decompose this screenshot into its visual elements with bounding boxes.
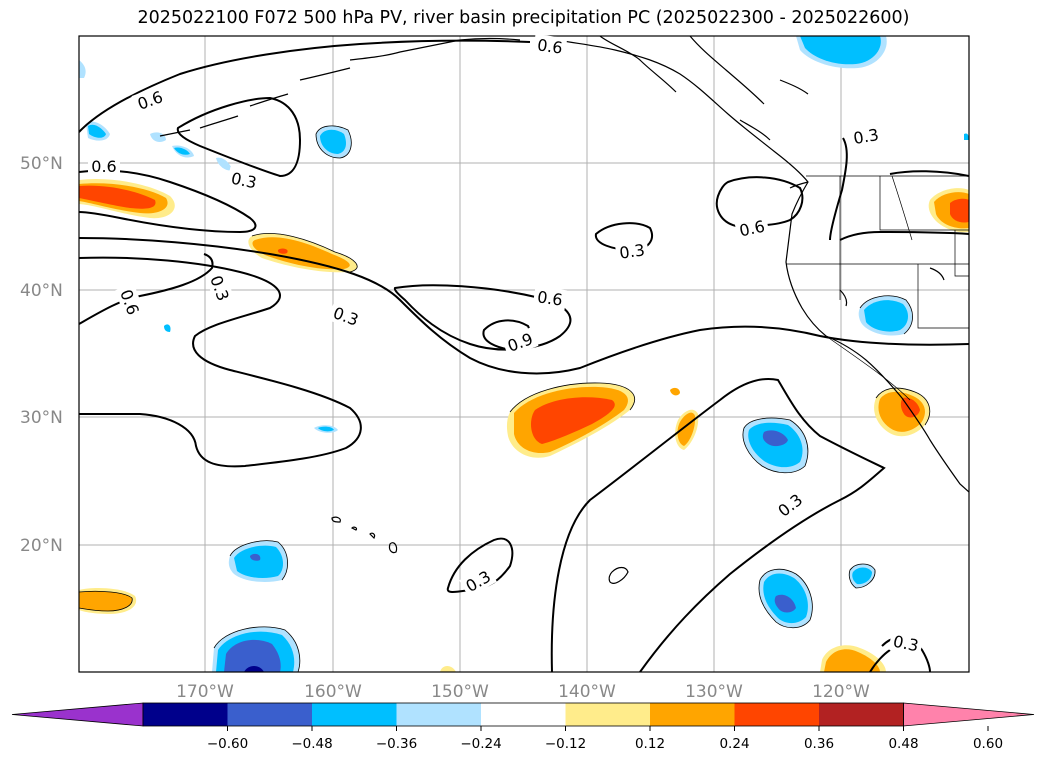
lon-label-140w: 140°W	[558, 682, 616, 702]
colorbar-frame	[142, 702, 904, 727]
lon-label-150w: 150°W	[431, 682, 489, 702]
contour-label: 0.6	[536, 287, 564, 309]
contour-label: 0.3	[229, 169, 258, 193]
precip-negative-anomalies	[79, 36, 969, 672]
colorbar-tick-label: −0.60	[207, 736, 248, 752]
lat-label-50n: 50°N	[20, 154, 63, 174]
contour-label-group: 0.6 0.6 0.6 0.3 0.6 0.3 0.6 0.3 0.3 0.6 …	[88, 33, 924, 657]
pv-contours	[79, 39, 969, 672]
contour-label: 0.3	[852, 125, 880, 148]
colorbar-tick-label: 0.60	[973, 736, 1003, 752]
lon-label-120w: 120°W	[812, 682, 870, 702]
colorbar-tick-label: −0.36	[376, 736, 417, 752]
colorbar-tick-label: −0.24	[460, 736, 501, 752]
colorbar-ticks: −0.60 −0.48 −0.36 −0.24 −0.12 0.12 0.24 0.36 0.4…	[207, 726, 1003, 752]
colorbar-tick-label: 0.48	[888, 736, 918, 752]
colorbar-tick-label: −0.48	[291, 736, 332, 752]
colorbar-cell	[650, 703, 735, 726]
colorbar-tick-label: 0.36	[804, 736, 834, 752]
lon-label-170w: 170°W	[176, 682, 234, 702]
gridlines	[79, 36, 969, 672]
lat-label-40n: 40°N	[20, 281, 63, 301]
contour-label: 0.3	[618, 240, 646, 262]
colorbar: −0.60 −0.48 −0.36 −0.24 −0.12 0.12 0.24 0.36 0.4…	[11, 702, 1035, 752]
colorbar-cell	[565, 703, 650, 726]
colorbar-extend-low	[11, 702, 144, 727]
colorbar-cell	[481, 703, 566, 726]
colorbar-cell	[227, 703, 312, 726]
colorbar-cells	[11, 702, 1035, 727]
colorbar-cell	[396, 703, 481, 726]
map-panel	[79, 36, 969, 672]
lon-label-160w: 160°W	[304, 682, 362, 702]
map-frame	[78, 35, 970, 673]
colorbar-extend-high	[903, 702, 1035, 727]
colorbar-tick-label: 0.12	[635, 736, 665, 752]
lat-label-30n: 30°N	[20, 408, 63, 428]
map-title: 2025022100 F072 500 hPa PV, river basin …	[137, 8, 910, 28]
latitude-labels: 50°N 40°N 30°N 20°N	[20, 154, 63, 556]
lon-label-130w: 130°W	[685, 682, 743, 702]
colorbar-tick-label: 0.24	[719, 736, 749, 752]
precip-positive-anomalies	[79, 178, 969, 672]
contour-label: 0.6	[91, 157, 116, 176]
contour-label: 0.6	[536, 35, 564, 57]
colorbar-cell	[143, 703, 228, 726]
colorbar-cell	[312, 703, 397, 726]
shading-outlines	[79, 125, 931, 672]
coastlines	[159, 36, 969, 584]
colorbar-tick-label: −0.12	[545, 736, 586, 752]
colorbar-cell	[734, 703, 819, 726]
contour-label: 0.6	[738, 217, 767, 241]
lat-label-20n: 20°N	[20, 536, 63, 556]
colorbar-cell	[819, 703, 904, 726]
contour-label: 0.3	[891, 632, 920, 656]
longitude-labels: 170°W 160°W 150°W 140°W 130°W 120°W	[176, 682, 870, 702]
